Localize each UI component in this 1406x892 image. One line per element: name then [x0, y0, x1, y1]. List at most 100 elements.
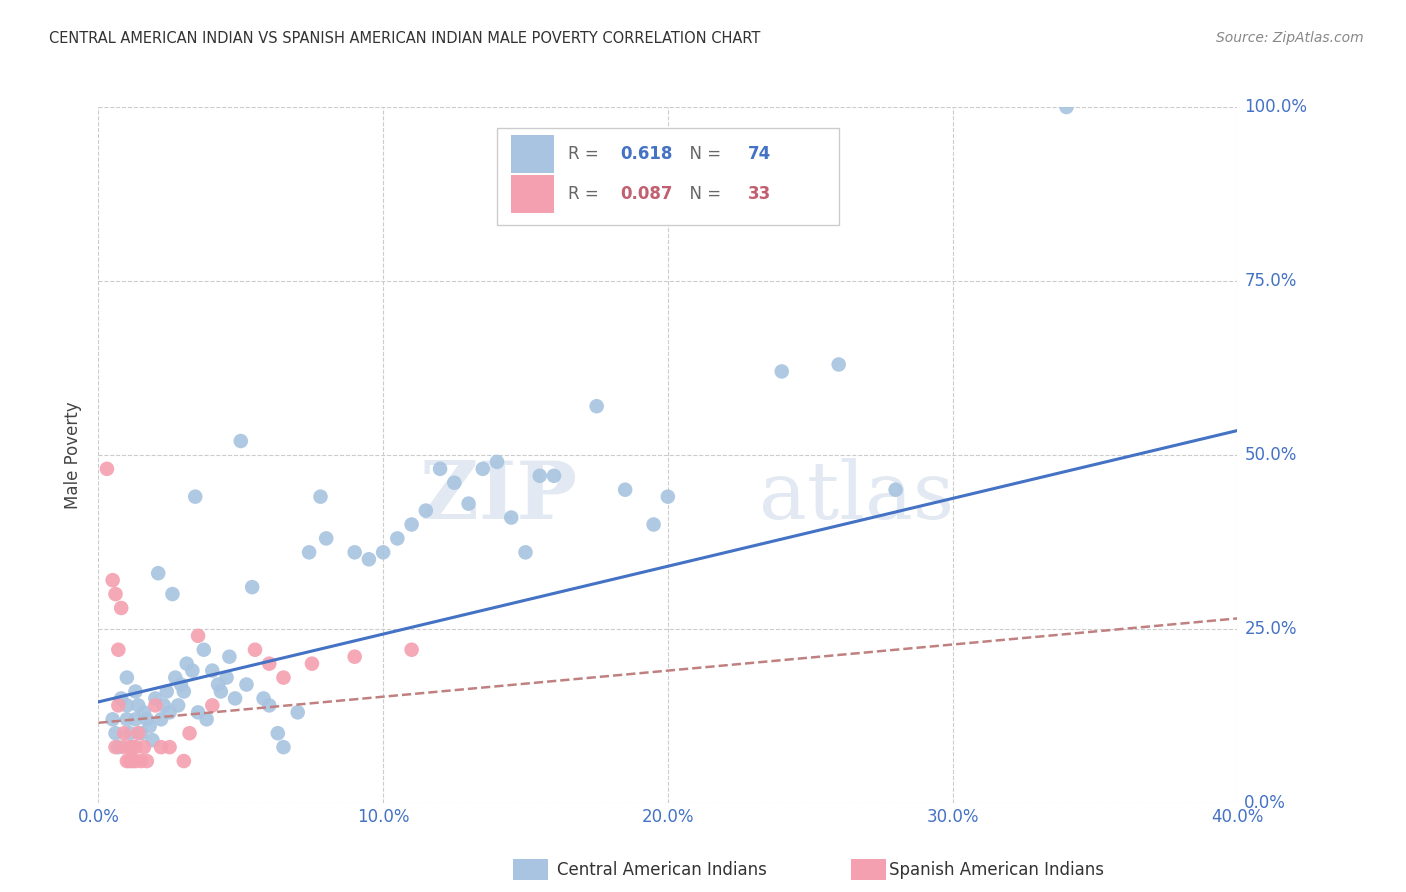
- Point: [104, 740, 127, 755]
- Text: R =: R =: [568, 145, 603, 163]
- Point: [115, 698, 138, 713]
- Point: [252, 691, 274, 706]
- Point: [429, 462, 451, 476]
- Point: [118, 740, 141, 755]
- Point: [181, 664, 204, 678]
- Text: 33: 33: [748, 185, 770, 203]
- Point: [141, 733, 163, 747]
- Point: [124, 740, 146, 755]
- Point: [153, 698, 176, 713]
- Point: [309, 490, 332, 504]
- Point: [165, 671, 187, 685]
- Text: 25.0%: 25.0%: [1244, 620, 1296, 638]
- Point: [170, 677, 193, 691]
- Point: [343, 649, 366, 664]
- Point: [828, 358, 851, 372]
- Text: 0.087: 0.087: [620, 185, 672, 203]
- Point: [173, 684, 195, 698]
- Point: [515, 545, 537, 559]
- Point: [124, 754, 146, 768]
- Point: [187, 706, 209, 720]
- Text: 75.0%: 75.0%: [1244, 272, 1296, 290]
- Point: [1056, 100, 1078, 114]
- Point: [112, 740, 135, 755]
- Point: [121, 740, 143, 755]
- Point: [201, 698, 224, 713]
- Point: [138, 719, 160, 733]
- Point: [201, 664, 224, 678]
- Point: [301, 657, 323, 671]
- Point: [159, 706, 181, 720]
- Point: [132, 740, 155, 755]
- Text: Source: ZipAtlas.com: Source: ZipAtlas.com: [1216, 31, 1364, 45]
- Point: [501, 510, 523, 524]
- Point: [104, 587, 127, 601]
- Point: [159, 740, 181, 755]
- Text: R =: R =: [568, 185, 603, 203]
- Text: ▪: ▪: [527, 855, 548, 884]
- Point: [218, 649, 240, 664]
- Point: [884, 483, 907, 497]
- Point: [224, 691, 246, 706]
- Point: [132, 706, 155, 720]
- Point: [101, 573, 124, 587]
- Point: [145, 698, 167, 713]
- Point: [96, 462, 118, 476]
- Point: [259, 698, 281, 713]
- Point: [127, 698, 149, 713]
- Point: [259, 657, 281, 671]
- Point: [145, 691, 167, 706]
- Point: [287, 706, 309, 720]
- Point: [135, 712, 157, 726]
- Point: [229, 434, 252, 448]
- Text: 50.0%: 50.0%: [1244, 446, 1296, 464]
- Point: [110, 601, 132, 615]
- Point: [543, 468, 565, 483]
- Text: CENTRAL AMERICAN INDIAN VS SPANISH AMERICAN INDIAN MALE POVERTY CORRELATION CHAR: CENTRAL AMERICAN INDIAN VS SPANISH AMERI…: [49, 31, 761, 46]
- Point: [215, 671, 238, 685]
- Point: [167, 698, 190, 713]
- Point: [273, 740, 295, 755]
- Point: [267, 726, 290, 740]
- Point: [486, 455, 509, 469]
- Point: [643, 517, 665, 532]
- Y-axis label: Male Poverty: Male Poverty: [65, 401, 83, 508]
- Point: [107, 698, 129, 713]
- Point: [107, 740, 129, 755]
- Point: [457, 497, 479, 511]
- Point: [118, 754, 141, 768]
- Text: Spanish American Indians: Spanish American Indians: [889, 861, 1104, 879]
- FancyBboxPatch shape: [510, 136, 554, 173]
- Point: [107, 642, 129, 657]
- Point: [471, 462, 494, 476]
- Point: [135, 754, 157, 768]
- Point: [173, 754, 195, 768]
- Point: [207, 677, 229, 691]
- Point: [121, 740, 143, 755]
- Point: [240, 580, 263, 594]
- Point: [357, 552, 380, 566]
- Text: 74: 74: [748, 145, 770, 163]
- Point: [115, 671, 138, 685]
- Point: [315, 532, 337, 546]
- Point: [101, 712, 124, 726]
- Point: [529, 468, 551, 483]
- Point: [112, 726, 135, 740]
- Point: [110, 691, 132, 706]
- Point: [156, 684, 179, 698]
- Point: [115, 754, 138, 768]
- Point: [184, 490, 207, 504]
- Point: [179, 726, 201, 740]
- Point: [443, 475, 465, 490]
- Text: 0.0%: 0.0%: [1244, 794, 1286, 812]
- Point: [235, 677, 257, 691]
- Point: [150, 740, 173, 755]
- Point: [115, 712, 138, 726]
- Point: [373, 545, 395, 559]
- Text: N =: N =: [679, 185, 727, 203]
- Point: [585, 399, 607, 413]
- FancyBboxPatch shape: [498, 128, 839, 226]
- Text: 100.0%: 100.0%: [1244, 98, 1308, 116]
- Point: [614, 483, 637, 497]
- Text: 0.618: 0.618: [620, 145, 672, 163]
